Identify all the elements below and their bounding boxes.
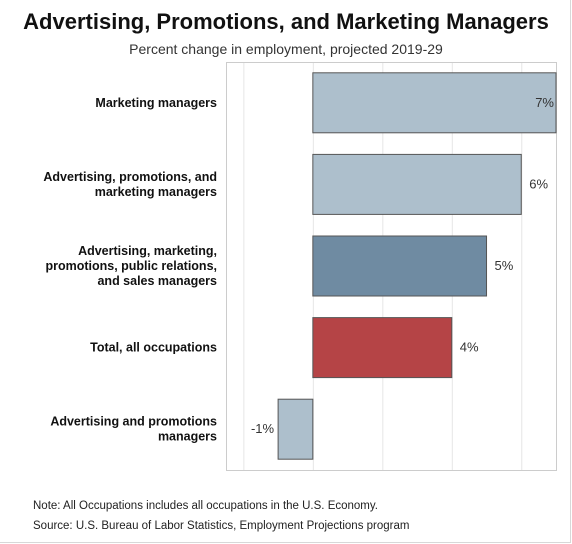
category-label: marketing managers xyxy=(95,185,217,199)
data-label: 6% xyxy=(529,176,548,191)
category-label: Marketing managers xyxy=(95,96,217,110)
category-label: Advertising, marketing, xyxy=(78,244,217,258)
bar-chart: 7% Marketing managers 6% Advertising, promo… xyxy=(43,62,557,471)
category-label: promotions, public relations, xyxy=(45,259,217,273)
chart-title: Advertising, Promotions, and Marketing M… xyxy=(23,9,549,34)
data-label: -1% xyxy=(251,421,275,436)
bar xyxy=(312,235,488,297)
bar xyxy=(277,398,314,460)
data-label: 4% xyxy=(460,340,479,355)
bar xyxy=(312,317,453,379)
category-label: Advertising, promotions, and xyxy=(43,170,217,184)
category-label: managers xyxy=(158,430,217,444)
bar xyxy=(312,153,522,215)
data-label: 5% xyxy=(495,258,514,273)
chart-note: Note: All Occupations includes all occup… xyxy=(33,500,378,512)
category-label: and sales managers xyxy=(97,274,217,288)
data-label: 7% xyxy=(535,95,554,110)
chart-subtitle: Percent change in employment, projected … xyxy=(129,41,443,57)
category-label: Advertising and promotions xyxy=(50,415,217,429)
bar xyxy=(312,72,557,134)
chart-source: Source: U.S. Bureau of Labor Statistics,… xyxy=(33,520,410,532)
category-label: Total, all occupations xyxy=(90,341,217,355)
plot-area xyxy=(226,62,557,471)
